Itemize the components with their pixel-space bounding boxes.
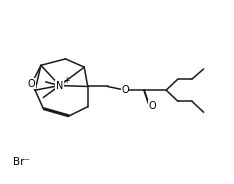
Text: O: O	[28, 79, 35, 89]
Text: Br⁻: Br⁻	[13, 157, 30, 167]
Text: O: O	[148, 101, 156, 111]
Text: N: N	[56, 81, 63, 91]
Text: O: O	[121, 85, 129, 95]
Text: +: +	[63, 77, 70, 85]
